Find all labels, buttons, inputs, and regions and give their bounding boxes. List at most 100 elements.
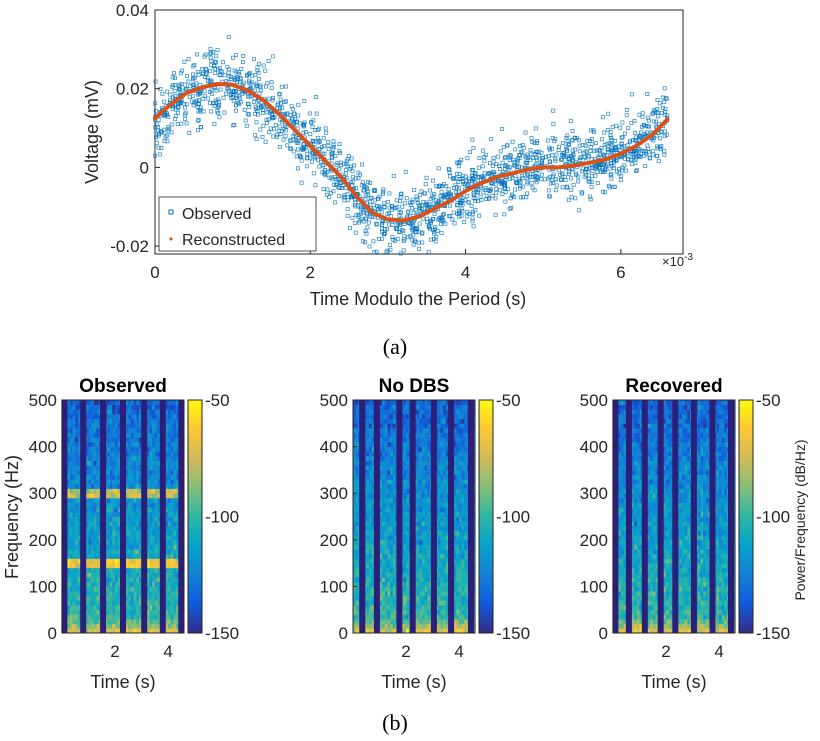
spectrogram-cell (355, 413, 359, 420)
spectrogram-cell (170, 460, 174, 466)
observed-point (165, 139, 170, 144)
spectrogram-cell (173, 474, 177, 480)
spectrogram-cell (382, 558, 386, 564)
observed-point (374, 249, 379, 254)
spectrogram-cell (107, 572, 111, 578)
observed-point (513, 147, 518, 152)
observed-point (419, 189, 424, 194)
observed-point (387, 211, 391, 216)
spectrogram-cell (390, 544, 394, 550)
spectrogram-cell (165, 409, 169, 415)
spectrogram-cell (75, 474, 79, 480)
spectrogram-cell (128, 474, 132, 480)
spectrogram-cell (154, 605, 158, 611)
spectrogram-cell (149, 535, 153, 541)
spectrogram-cell (146, 479, 150, 485)
observed-point (410, 197, 415, 202)
spectrogram-cell (96, 427, 100, 434)
spectrogram-cell (176, 623, 180, 629)
spectrogram-cell (157, 516, 161, 522)
observed-point (280, 105, 285, 110)
spectrogram-cell (173, 455, 177, 461)
observed-point (227, 88, 232, 93)
spectrogram-cell (165, 586, 169, 592)
spectrogram-cell (77, 609, 81, 615)
spectrogram-cell (368, 432, 372, 438)
spectrogram-cell (353, 614, 357, 620)
observed-point (260, 134, 265, 139)
spectrogram-cell (368, 418, 372, 424)
spectrogram-cell (136, 451, 140, 457)
spectrogram-cell (173, 521, 177, 527)
spectrogram-cell (109, 628, 113, 634)
spectrogram-cell (93, 469, 97, 475)
spectrogram-cell (75, 586, 79, 592)
spectrogram-cell (152, 525, 156, 531)
spectrogram-cell (125, 577, 129, 583)
spectrogram-cell (149, 483, 153, 489)
spectrogram-cell (168, 497, 172, 503)
observed-point (227, 74, 232, 79)
spectrogram-cell (88, 539, 92, 545)
spectrogram-cell (69, 432, 74, 438)
observed-point (562, 175, 567, 179)
spectrogram-cell (112, 427, 116, 434)
spectrogram-cell (117, 469, 121, 475)
spectrogram-cell (112, 614, 116, 620)
observed-point (447, 203, 452, 208)
spectrogram-cell (136, 577, 140, 583)
spectrogram-cell (128, 572, 132, 578)
spectrogram-cell (382, 483, 386, 489)
observed-point (605, 162, 610, 167)
observed-point (432, 211, 437, 216)
spectrogram-cell (69, 572, 74, 578)
spectrogram-cell (115, 549, 119, 555)
observed-point (439, 189, 444, 194)
spectrogram-cell (107, 567, 111, 573)
observed-point (398, 230, 403, 234)
spectrogram-cell (93, 581, 97, 587)
observed-point (475, 199, 480, 204)
spectrogram-cell (384, 614, 388, 620)
spectrogram-cell (384, 437, 388, 443)
spectrogram-cell (146, 511, 150, 517)
spectrogram-cell (96, 404, 100, 410)
observed-point (455, 202, 459, 207)
observed-point (153, 79, 158, 84)
spectrogram-cell (67, 404, 71, 410)
observed-point (363, 197, 368, 202)
observed-point (313, 183, 318, 188)
spectrogram-cell (384, 605, 388, 611)
observed-point (367, 244, 372, 249)
observed-point (420, 240, 425, 245)
spectrogram-cell (85, 488, 89, 494)
spectrogram-cell (353, 432, 357, 438)
spectrogram-cell (384, 474, 388, 480)
spectrogram-cell (128, 460, 132, 466)
spectrogram-cell (368, 451, 372, 457)
spectrogram-cell (107, 600, 111, 606)
spectrogram-cell (91, 465, 95, 471)
observed-point (209, 109, 214, 114)
spectrogram-cell (77, 628, 81, 634)
observed-point (488, 137, 493, 141)
spectrogram-cell (355, 432, 359, 438)
observed-point (215, 97, 220, 102)
spectrogram-cell (67, 572, 71, 578)
spectrogram-cell (93, 539, 97, 545)
spectrogram-cell (67, 479, 71, 485)
spectrogram-cell (88, 502, 92, 508)
spectrogram-cell (176, 427, 180, 434)
spectrogram-cell (75, 558, 79, 564)
spectrogram-cell (75, 567, 79, 573)
observed-point (643, 164, 648, 169)
observed-point (655, 98, 660, 102)
spectrogram-cell (112, 539, 116, 545)
spectrogram-cell (130, 567, 135, 573)
observed-point (589, 184, 594, 189)
spectrogram-cell (93, 591, 97, 597)
spectrogram-cell (353, 591, 357, 597)
spectrogram-cell (176, 539, 180, 545)
spectrogram-cell (173, 623, 177, 629)
observed-point (217, 115, 222, 120)
